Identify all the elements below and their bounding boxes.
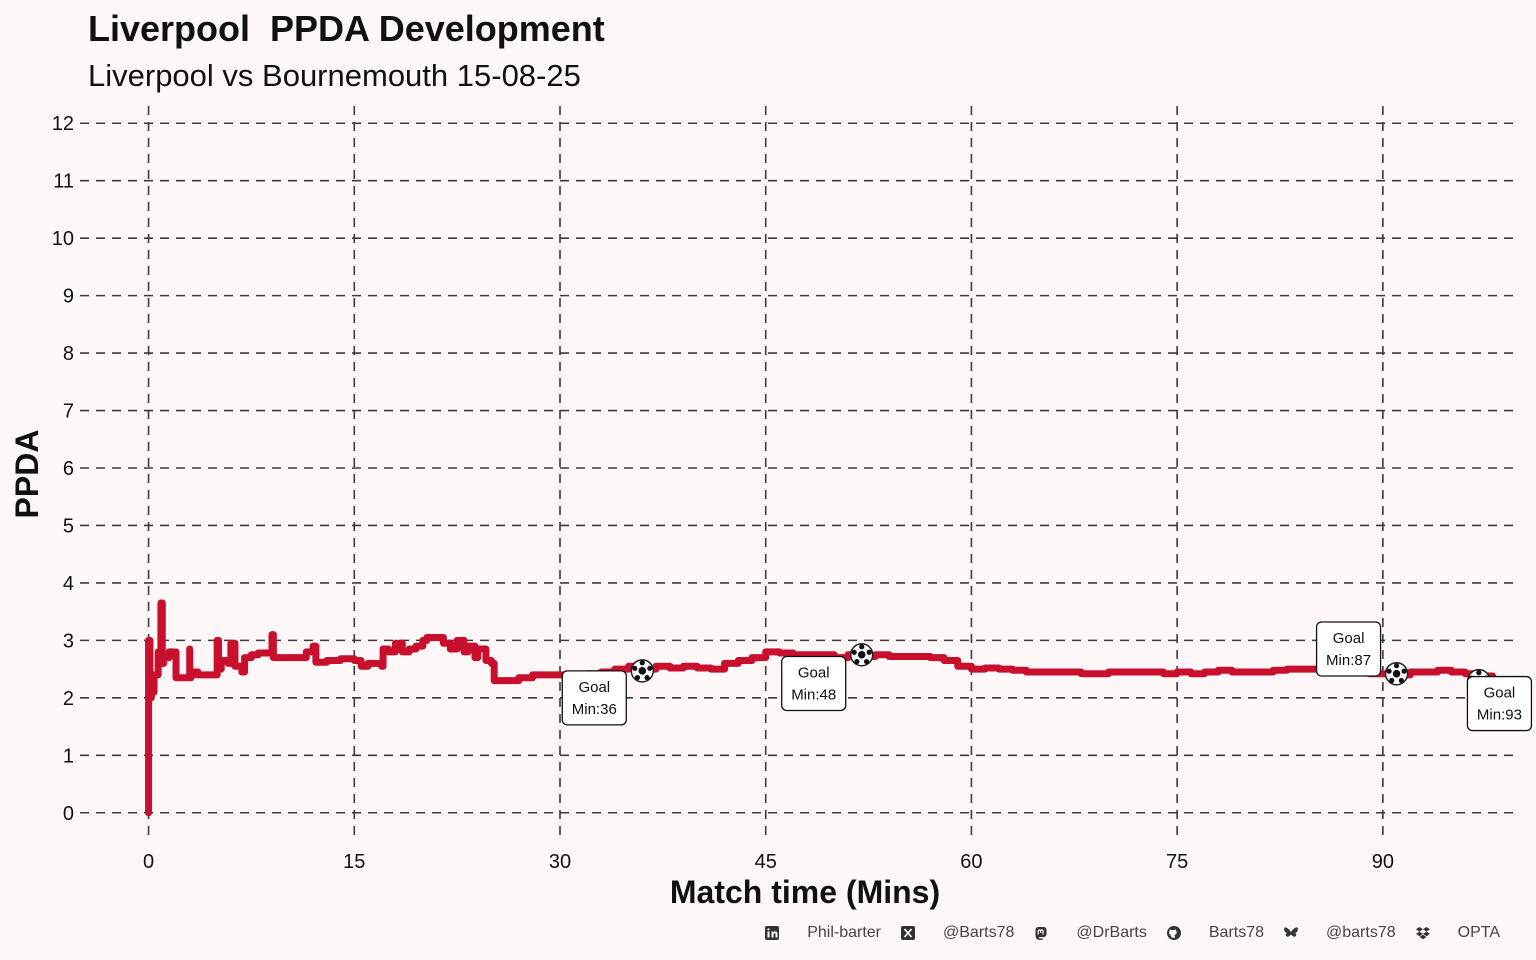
goal-label-title: Goal	[1484, 685, 1516, 702]
goal-label-minute: Min:87	[1326, 652, 1371, 669]
footer-credits: Phil-barter @Barts78 @DrBarts Barts78 @b…	[763, 924, 1500, 942]
y-tick-label: 11	[53, 171, 74, 193]
y-tick-label: 3	[63, 630, 74, 652]
y-tick-label: 4	[63, 573, 74, 595]
bluesky-icon[interactable]	[1282, 924, 1300, 942]
goal-annotation: Goal Min:36	[561, 659, 655, 726]
dropbox-icon	[1414, 924, 1432, 942]
x-tick-label: 45	[755, 851, 777, 873]
goal-label-box	[1466, 675, 1533, 732]
goal-label-minute: Min:48	[791, 686, 836, 703]
goal-label-box	[561, 670, 627, 726]
x-tick-label: 30	[549, 851, 571, 873]
github-icon[interactable]	[1165, 924, 1183, 942]
x-tick-label: 75	[1166, 851, 1188, 873]
goal-label-minute: Min:36	[572, 701, 617, 718]
x-tick-label: 60	[960, 851, 982, 873]
ppda-series-line	[145, 599, 1497, 817]
linkedin-icon[interactable]	[763, 924, 781, 942]
y-tick-label: 1	[63, 745, 74, 767]
goal-label-minute: Min:93	[1477, 707, 1522, 724]
football-icon	[849, 642, 874, 667]
footer-text-linkedin[interactable]: Phil-barter	[807, 924, 882, 941]
x-twitter-icon[interactable]	[899, 924, 917, 942]
y-tick-label: 6	[63, 458, 74, 480]
y-tick-label: 10	[52, 228, 74, 250]
chart-subtitle: Liverpool vs Bournemouth 15-08-25	[88, 58, 581, 93]
y-tick-label: 7	[63, 401, 74, 423]
football-icon	[630, 659, 655, 683]
y-tick-label: 12	[52, 113, 74, 135]
football-icon	[1384, 661, 1409, 686]
series-layer	[145, 599, 1497, 817]
x-axis-ticks: 0 15 30 45 60 75 90	[143, 851, 1394, 873]
goal-annotation: Goal Min:48	[781, 642, 874, 712]
goal-label-title: Goal	[578, 679, 610, 696]
goal-label-box	[781, 655, 847, 712]
goal-annotation: Goal Min:93	[1466, 668, 1533, 732]
x-tick-label: 0	[143, 851, 154, 873]
goal-label-title: Goal	[798, 664, 830, 681]
grid-lines	[80, 106, 1520, 840]
y-tick-label: 2	[63, 688, 74, 710]
y-tick-label: 9	[63, 286, 74, 308]
goal-label-box	[1315, 621, 1382, 677]
x-tick-label: 90	[1372, 851, 1394, 873]
footer-text-x[interactable]: @Barts78	[943, 924, 1015, 941]
goal-label-title: Goal	[1333, 630, 1365, 647]
goal-annotation: Goal Min:87	[1315, 621, 1409, 686]
mastodon-icon[interactable]	[1032, 924, 1050, 942]
y-tick-label: 8	[63, 343, 74, 365]
y-tick-label: 0	[63, 803, 74, 825]
footer-text-source: OPTA	[1457, 924, 1500, 941]
y-tick-label: 5	[63, 515, 74, 537]
footer-text-mastodon[interactable]: @DrBarts	[1076, 924, 1147, 941]
goal-annotations: Goal Min:36 Goal Min:48 Goal Min:87 Goal Min:93	[561, 621, 1533, 732]
y-axis-title: PPDA	[9, 430, 45, 519]
chart-title: Liverpool PPDA Development	[88, 8, 605, 49]
footer-text-bluesky[interactable]: @barts78	[1326, 924, 1396, 941]
x-tick-label: 15	[343, 851, 365, 873]
x-axis-title: Match time (Mins)	[670, 874, 940, 910]
footer-text-github[interactable]: Barts78	[1208, 924, 1265, 941]
